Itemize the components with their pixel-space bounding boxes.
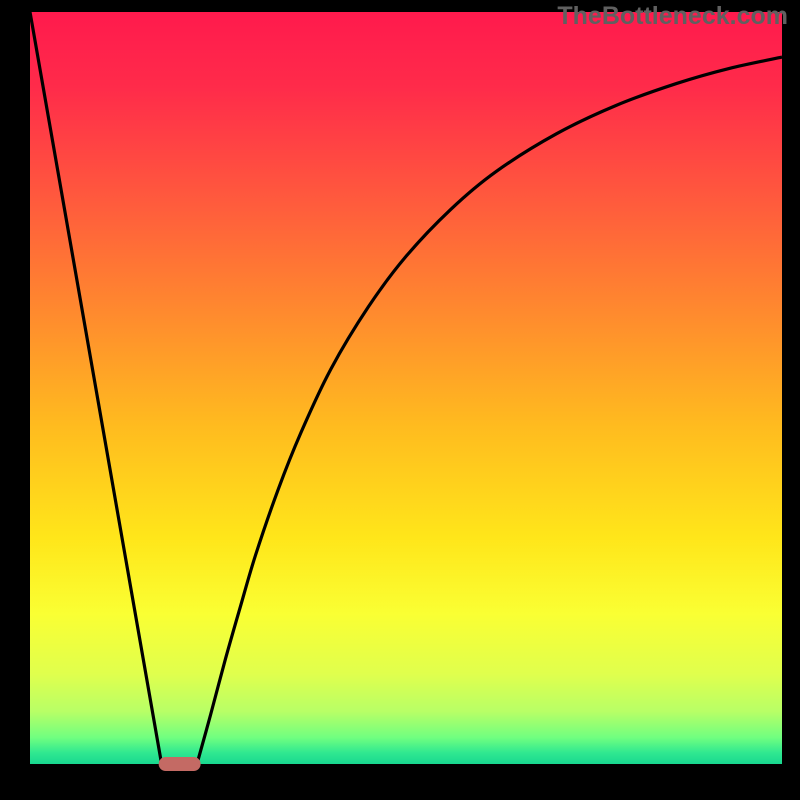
- chart-container: TheBottleneck.com: [0, 0, 800, 800]
- bottleneck-chart-svg: [0, 0, 800, 800]
- balance-point-marker: [159, 757, 201, 771]
